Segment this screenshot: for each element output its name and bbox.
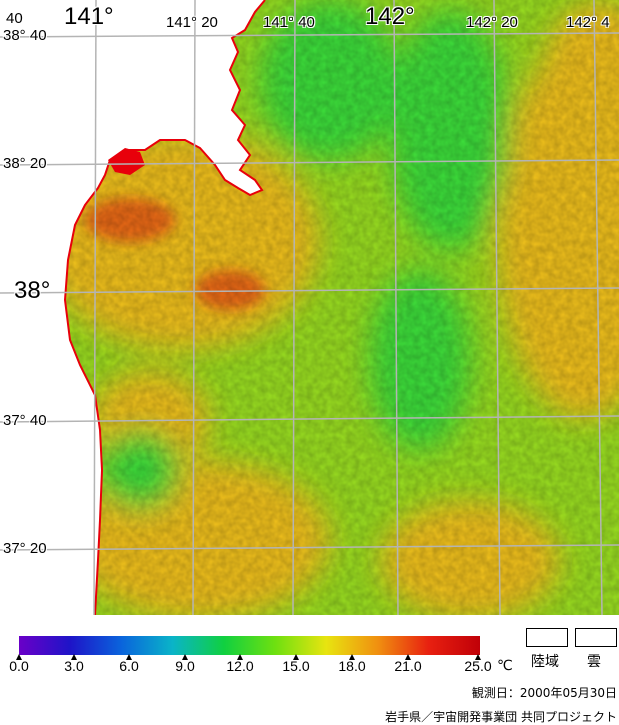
latitude-label-38-20: 38° 20 — [3, 155, 47, 172]
longitude-label-142: 142° — [365, 3, 415, 30]
land-key-swatch — [526, 628, 568, 647]
tick-label: 21.0 — [394, 658, 422, 674]
latitude-label-37-20: 37° 20 — [3, 540, 47, 557]
tick-label: 9.0 — [175, 658, 195, 674]
tick-label: 25.0 — [464, 658, 492, 674]
longitude-label-142-40: 142° 4 — [566, 14, 610, 31]
land-area — [0, 0, 265, 615]
tick-label: 18.0 — [338, 658, 366, 674]
tick-mark — [349, 654, 355, 660]
tick-label: 3.0 — [64, 658, 84, 674]
credit-line: 岩手県／宇宙開発事業団 共同プロジェクト — [385, 710, 617, 724]
observation-date: 観測日：2000年05月30日 — [471, 686, 617, 700]
tick-mark — [182, 654, 188, 660]
latitude-label-37-40: 37° 40 — [3, 412, 47, 429]
unit-label: ℃ — [497, 658, 513, 674]
tick-mark — [71, 654, 77, 660]
tick-label: 15.0 — [282, 658, 310, 674]
tick-label: 12.0 — [226, 658, 254, 674]
latitude-label-38: 38° — [14, 277, 51, 304]
latitude-label-38-40: 38° 40 — [3, 27, 47, 44]
tick-mark — [237, 654, 243, 660]
corner-fragment-label: 40 — [6, 10, 23, 27]
temperature-color-scale — [19, 636, 480, 655]
tick-mark — [293, 654, 299, 660]
tick-label: 0.0 — [9, 658, 29, 674]
longitude-label-141-20: 141° 20 — [166, 14, 218, 31]
longitude-label-141: 141° — [64, 3, 114, 30]
longitude-label-141-40: 141° 40 — [263, 14, 315, 31]
tick-mark — [126, 654, 132, 660]
sea-surface-temperature-map — [0, 0, 619, 615]
longitude-label-142-20: 142° 20 — [466, 14, 518, 31]
cloud-key-swatch — [575, 628, 617, 647]
tick-mark — [475, 654, 481, 660]
tick-label: 6.0 — [119, 658, 139, 674]
tick-mark — [16, 654, 22, 660]
tick-mark — [405, 654, 411, 660]
coastline — [63, 0, 266, 615]
graticule — [0, 0, 619, 615]
matsushima-bay-warm — [108, 148, 145, 175]
legend-panel: 0.0 3.0 6.0 9.0 12.0 15.0 18.0 21.0 25.0 ℃ 陸域 雲 … — [0, 615, 619, 725]
land-key-label: 陸域 — [531, 654, 559, 670]
color-scale-ticks — [16, 654, 481, 660]
cloud-key-label: 雲 — [587, 654, 601, 670]
